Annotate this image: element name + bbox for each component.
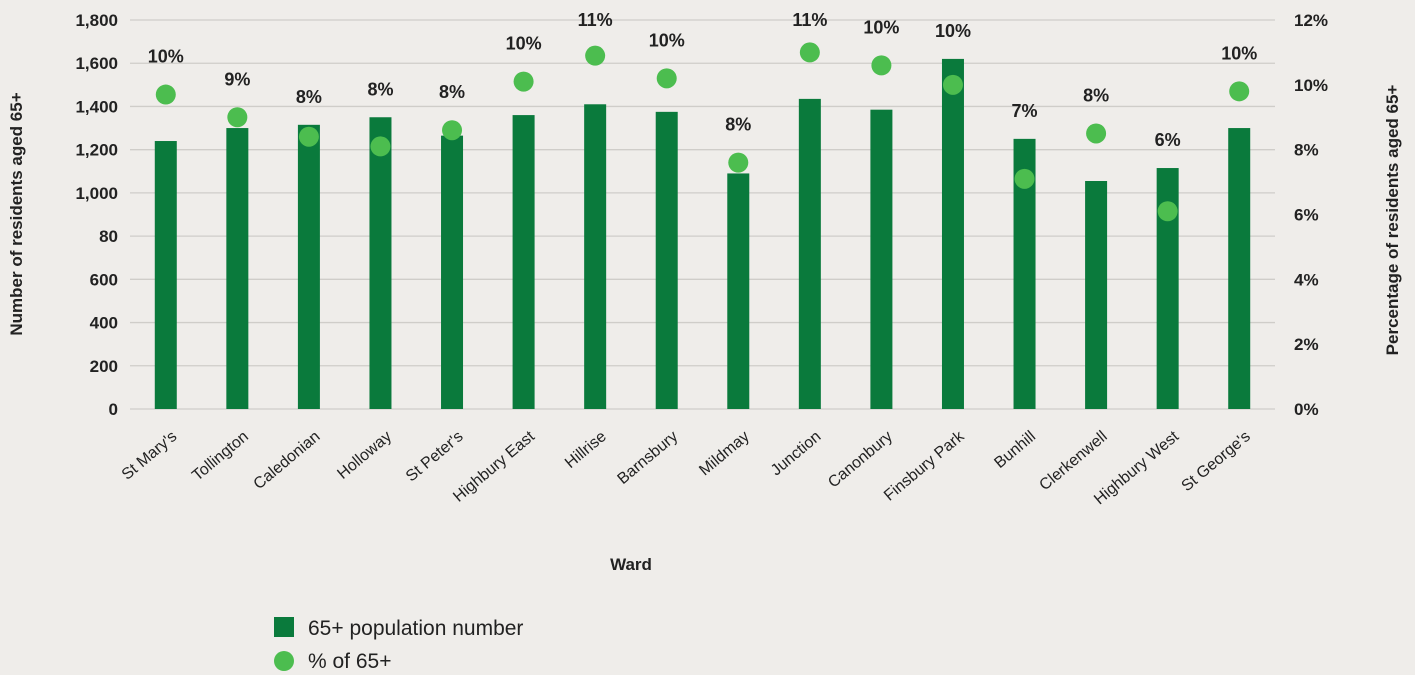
right-tick-label: 10% (1294, 76, 1328, 95)
data-labels: 10% 9% 8% 8% 8% 10% 11% 10% 8% 11% 10% 10% 7% 8% 6% 10% (148, 10, 1257, 150)
dot (227, 107, 248, 128)
category-label: Clerkenwell (1036, 428, 1110, 494)
category-label: Barnsbury (615, 428, 682, 488)
category-label: St Peter's (403, 428, 467, 485)
bar (727, 173, 750, 409)
dot (799, 42, 820, 63)
dot (1014, 168, 1035, 189)
dot (728, 152, 749, 173)
category-label: St George's (1179, 428, 1254, 495)
dot (513, 71, 534, 92)
y-axis-left-title: Number of residents aged 65+ (7, 92, 26, 335)
data-label: 7% (1012, 101, 1038, 121)
data-label: 10% (649, 30, 685, 50)
dot (1086, 123, 1107, 144)
dot (871, 55, 892, 76)
bar-series (154, 58, 1251, 410)
category-label: Tollington (189, 428, 252, 484)
category-label: Junction (768, 428, 825, 479)
bar (512, 115, 535, 409)
data-label: 10% (863, 17, 899, 37)
data-label: 10% (148, 47, 184, 67)
bar (584, 104, 607, 410)
category-label: Caledonian (251, 428, 324, 493)
right-tick-label: 0% (1294, 400, 1319, 419)
data-label: 8% (725, 115, 751, 135)
right-tick-label: 12% (1294, 11, 1328, 30)
bar (655, 111, 678, 409)
left-tick-label: 600 (90, 270, 118, 289)
left-tick-label: 1,000 (75, 184, 118, 203)
bar (941, 58, 964, 410)
data-label: 10% (1221, 43, 1257, 63)
legend-bar-swatch (274, 617, 294, 637)
data-label: 11% (792, 10, 827, 30)
legend-dot-label: % of 65+ (308, 650, 391, 673)
dot (942, 74, 963, 95)
left-tick-label: 200 (90, 357, 118, 376)
category-label: Canonbury (825, 428, 896, 491)
x-axis-title: Ward (610, 555, 652, 574)
dot (1157, 201, 1178, 222)
bar (1228, 128, 1251, 410)
dot (656, 68, 677, 89)
bar (226, 128, 249, 410)
left-tick-label: 80 (99, 227, 118, 246)
left-tick-label: 400 (90, 314, 118, 333)
bar (297, 124, 320, 409)
legend-bar-label: 65+ population number (308, 617, 523, 640)
dot (585, 45, 606, 66)
dot (370, 136, 391, 157)
category-label: Mildmay (696, 428, 753, 479)
left-tick-label: 1,200 (75, 141, 118, 160)
right-tick-label: 2% (1294, 335, 1319, 354)
category-label: Holloway (334, 428, 395, 483)
category-label: Bunhill (991, 428, 1039, 472)
dot-series (155, 42, 1250, 222)
data-label: 8% (367, 79, 393, 99)
bar (870, 109, 893, 410)
data-label: 8% (1083, 85, 1109, 105)
data-label: 10% (935, 21, 971, 41)
legend: 65+ population number % of 65+ (274, 617, 523, 673)
dot (442, 120, 463, 141)
bar (1085, 181, 1108, 409)
data-label: 8% (296, 87, 322, 107)
bar (441, 135, 464, 409)
left-tick-label: 1,400 (75, 97, 118, 116)
data-label: 6% (1155, 130, 1181, 150)
dot (298, 126, 319, 147)
category-label: St Mary's (119, 428, 181, 484)
left-tick-label: 0 (109, 400, 118, 419)
right-axis-ticks: 0% 2% 4% 6% 8% 10% 12% (1294, 11, 1328, 419)
bar (154, 141, 177, 409)
data-label: 9% (224, 69, 250, 89)
right-tick-label: 8% (1294, 141, 1319, 160)
legend-dot-swatch (274, 651, 294, 671)
left-tick-label: 1,800 (75, 11, 118, 30)
bar (369, 117, 392, 409)
data-label: 10% (506, 34, 542, 54)
bar (1156, 168, 1179, 409)
data-label: 8% (439, 82, 465, 102)
gridlines (130, 19, 1275, 410)
bar (1013, 138, 1036, 409)
dot (155, 84, 176, 105)
data-label: 11% (578, 10, 613, 30)
y-axis-right-title: Percentage of residents aged 65+ (1383, 85, 1402, 356)
dot (1229, 81, 1250, 102)
right-tick-label: 6% (1294, 206, 1319, 225)
bar (798, 98, 821, 409)
right-tick-label: 4% (1294, 270, 1319, 289)
category-label: Hillrise (562, 428, 610, 472)
left-axis-ticks: 0 200 400 600 80 1,000 1,200 1,400 1,600 1,800 (75, 11, 118, 419)
left-tick-label: 1,600 (75, 54, 118, 73)
